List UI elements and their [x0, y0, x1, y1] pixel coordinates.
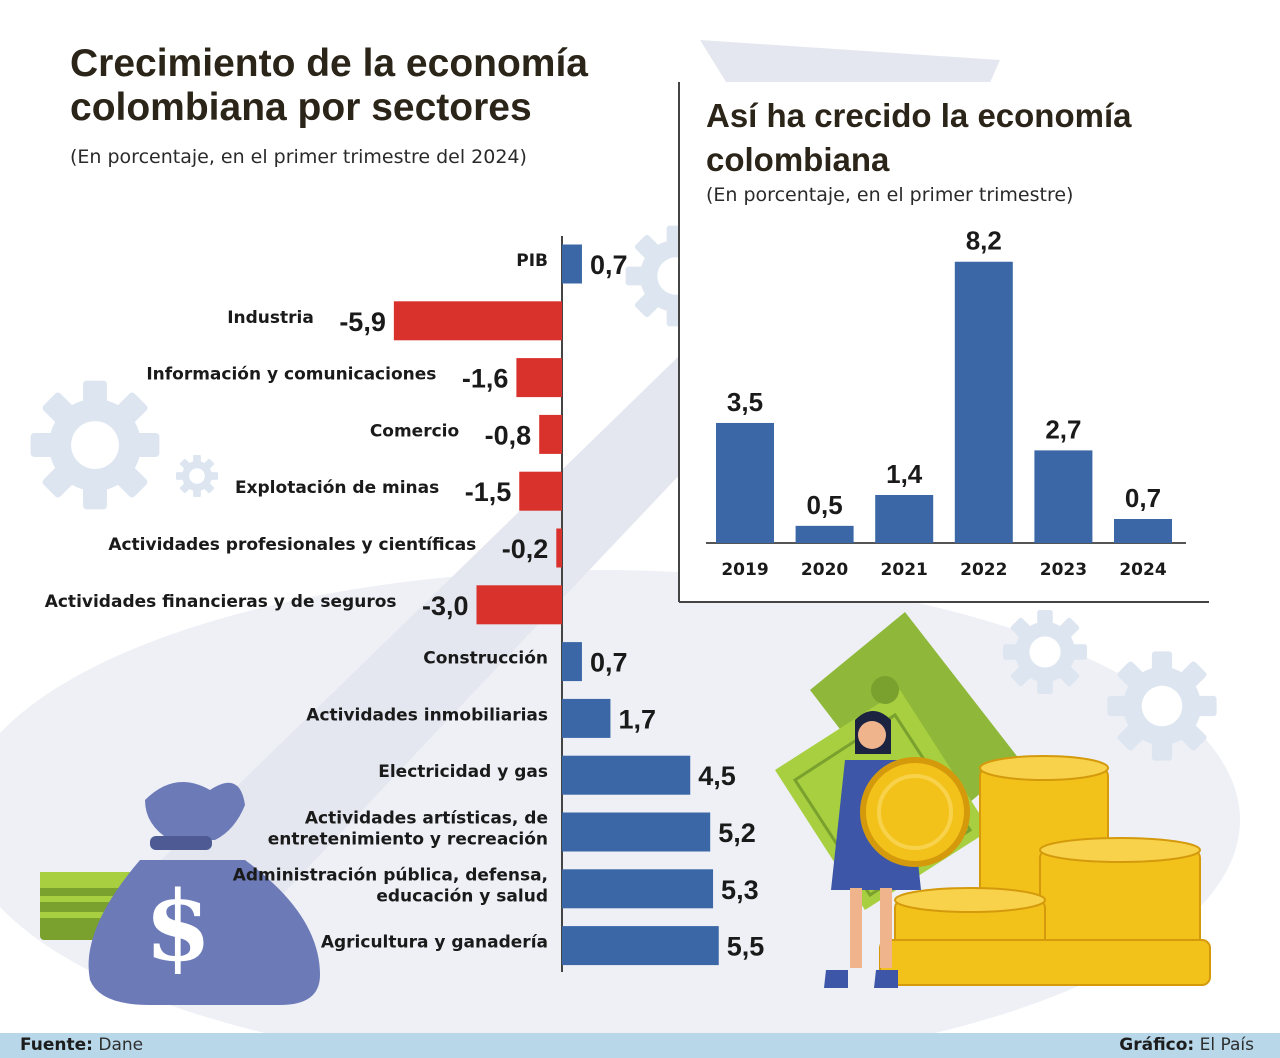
sector-label: Información y comunicaciones: [146, 365, 436, 385]
sector-bar: [539, 414, 562, 454]
sector-bar: [562, 698, 611, 738]
sector-value-label: -0,2: [502, 534, 549, 564]
sector-label: Actividades inmobiliarias: [306, 705, 548, 725]
coin-stacks-icon: [879, 755, 1211, 986]
footer-bar: Fuente: Dane Gráfico: El País: [0, 1033, 1280, 1058]
sector-bar: [516, 358, 562, 398]
sector-value-label: 0,7: [590, 648, 628, 678]
sector-value-label: -3,0: [422, 591, 469, 621]
credit-label: Gráfico:: [1119, 1035, 1195, 1055]
source-credit: Fuente: Dane: [20, 1035, 143, 1055]
sector-value-label: 4,5: [698, 761, 736, 791]
source-value: Dane: [98, 1035, 144, 1055]
sector-label: Administración pública, defensa,: [233, 865, 548, 885]
main-title: Crecimiento de la economía colombiana po…: [70, 42, 588, 129]
year-tick-label: 2021: [881, 560, 928, 580]
year-value-label: 3,5: [727, 387, 763, 417]
sector-bar: [562, 642, 582, 682]
sector-label: Agricultura y ganadería: [321, 933, 548, 953]
sector-value-label: -0,8: [485, 420, 532, 450]
sector-label: educación y salud: [376, 886, 548, 906]
sector-label: Explotación de minas: [235, 478, 439, 498]
sector-bar: [556, 528, 562, 568]
year-value-label: 0,7: [1125, 483, 1161, 513]
year-bar: [954, 261, 1013, 543]
sector-value-label: 5,2: [718, 818, 756, 848]
sector-bar: [519, 471, 562, 511]
year-tick-label: 2024: [1119, 560, 1166, 580]
year-tick-label: 2019: [721, 560, 768, 580]
sector-label: PIB: [516, 251, 548, 271]
sector-label: Actividades financieras y de seguros: [45, 592, 397, 612]
sector-label: Actividades profesionales y científicas: [108, 535, 476, 555]
source-label: Fuente:: [20, 1035, 93, 1055]
year-value-label: 1,4: [886, 459, 923, 489]
year-bar: [1114, 518, 1172, 543]
sector-label: Electricidad y gas: [378, 762, 548, 782]
inset-subtitle: (En porcentaje, en el primer trimestre): [706, 184, 1074, 206]
sector-value-label: 0,7: [590, 250, 628, 280]
woman-with-coin-illustration: [824, 711, 970, 988]
sector-label: Actividades artísticas, de: [305, 809, 548, 829]
sector-value-label: -1,5: [465, 477, 512, 507]
graphic-credit: Gráfico: El País: [1119, 1035, 1254, 1055]
sector-bar: [562, 926, 719, 966]
year-tick-label: 2020: [801, 560, 848, 580]
year-bar: [875, 494, 934, 543]
sector-bar: [562, 244, 582, 284]
sector-bar: [562, 812, 711, 852]
sector-value-label: 5,5: [727, 932, 765, 962]
year-bar: [1034, 450, 1093, 543]
sector-value-label: -5,9: [339, 307, 386, 337]
year-value-label: 8,2: [966, 226, 1002, 256]
year-value-label: 0,5: [807, 490, 843, 520]
main-subtitle: (En porcentaje, en el primer trimestre d…: [70, 146, 527, 168]
sector-bar: [393, 301, 562, 341]
sector-label: Comercio: [370, 421, 459, 441]
sector-bar: [562, 869, 714, 909]
year-tick-label: 2022: [960, 560, 1007, 580]
sector-label: Construcción: [423, 649, 548, 669]
sector-label: entretenimiento y recreación: [268, 830, 548, 850]
year-tick-label: 2023: [1040, 560, 1087, 580]
year-bar: [716, 422, 774, 543]
year-bar: [795, 525, 854, 543]
money-bag-icon: $: [88, 782, 320, 1005]
sector-value-label: 5,3: [721, 875, 759, 905]
dollar-sign-icon: $: [145, 870, 212, 983]
sector-bar: [562, 755, 691, 795]
sector-value-label: 1,7: [618, 704, 656, 734]
year-value-label: 2,7: [1045, 414, 1081, 444]
sector-label: Industria: [227, 308, 314, 328]
sector-bar: [476, 585, 562, 625]
credit-value: El País: [1199, 1035, 1254, 1055]
sector-value-label: -1,6: [462, 364, 509, 394]
inset-title: Así ha crecido la economía colombiana: [706, 97, 1132, 178]
